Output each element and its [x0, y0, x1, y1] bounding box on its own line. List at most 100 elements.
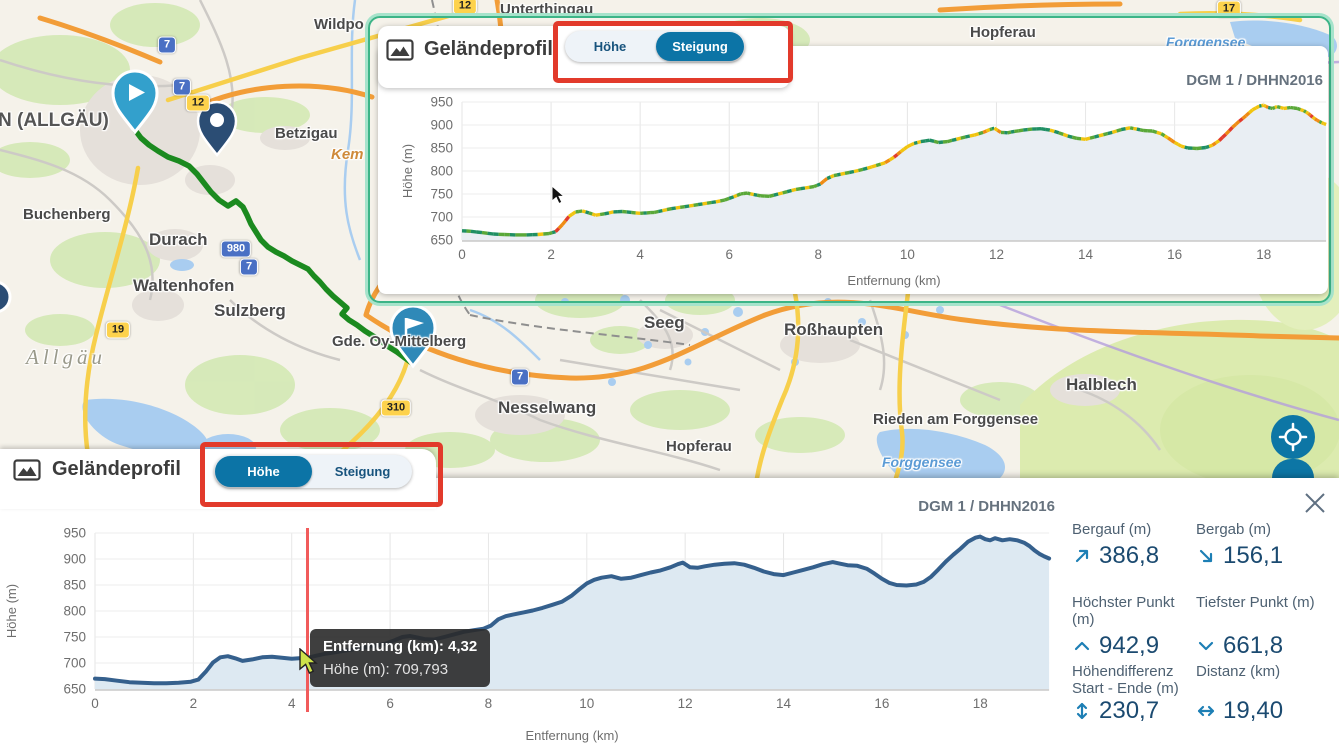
svg-text:950: 950: [63, 526, 86, 541]
road-shield-a7: 7: [239, 258, 259, 276]
map-label-waltenhofen: Waltenhofen: [133, 276, 235, 295]
road-shield-b12: 12: [452, 0, 478, 15]
bottom-view-toggle: Höhe Steigung: [214, 455, 412, 488]
stat-label: Höhendifferenz Start - Ende (m): [1072, 663, 1179, 697]
svg-text:14: 14: [1078, 247, 1094, 262]
geolocate-button[interactable]: [1271, 415, 1315, 459]
svg-text:700: 700: [430, 210, 453, 225]
route-start-marker[interactable]: [111, 69, 159, 135]
map-label-kempten: N (ALLGÄU): [0, 110, 109, 131]
svg-text:12: 12: [989, 247, 1004, 262]
svg-text:4: 4: [636, 247, 644, 262]
map-label-halblech: Halblech: [1066, 375, 1137, 394]
elevation-profile-chart[interactable]: 0 2 4 6 8 10 12 14 16 18 650 700 750 800 850 900 950 Entf…: [0, 515, 1070, 750]
map-label-buchenberg: Buchenberg: [23, 206, 111, 223]
stat-bergab: Bergab (m) 156,1: [1196, 521, 1316, 570]
svg-text:8: 8: [485, 696, 493, 711]
svg-text:16: 16: [1167, 247, 1182, 262]
svg-text:Entfernung (km): Entfernung (km): [847, 273, 940, 288]
map-label-hopferau: Hopferau: [666, 438, 732, 455]
svg-text:6: 6: [386, 696, 394, 711]
waypoint-marker[interactable]: [196, 100, 238, 158]
arrow-up-right-icon: [1075, 549, 1089, 563]
svg-text:0: 0: [91, 696, 99, 711]
stat-bergauf: Bergauf (m) 386,8: [1072, 521, 1192, 570]
top-panel-title: Geländeprofil: [424, 38, 553, 60]
svg-text:14: 14: [776, 696, 792, 711]
svg-text:650: 650: [63, 682, 86, 697]
map-marker-partial[interactable]: [0, 281, 12, 313]
stat-label: Tiefster Punkt (m): [1196, 594, 1315, 611]
road-shield-b12: 12: [185, 94, 211, 112]
chevron-down-icon: [1198, 641, 1214, 651]
svg-text:18: 18: [1256, 247, 1271, 262]
svg-text:8: 8: [815, 247, 823, 262]
svg-text:18: 18: [973, 696, 988, 711]
stat-value: 942,9: [1099, 632, 1160, 659]
stat-label: Distanz (km): [1196, 663, 1281, 680]
map-label-sulzberg: Sulzberg: [214, 301, 286, 320]
arrow-left-right-icon: [1197, 705, 1215, 717]
map-label-allgaeu: Allgäu: [26, 345, 106, 369]
close-button[interactable]: [1298, 486, 1332, 520]
map-label-seeg: Seeg: [644, 313, 685, 332]
geolocate-icon: [1278, 422, 1308, 452]
map-label-oy-mittelberg: Gde. Oy-Mittelberg: [332, 333, 467, 350]
top-toggle-hoehe[interactable]: Höhe: [593, 39, 627, 54]
svg-text:800: 800: [63, 604, 86, 619]
road-shield-a7: 7: [157, 36, 177, 54]
svg-text:4: 4: [288, 696, 296, 711]
map-label-unterthingau: Unterthingau: [500, 1, 594, 18]
map-label-forggensee: Forggensee: [882, 454, 962, 470]
svg-text:10: 10: [900, 247, 915, 262]
bottom-toggle-hoehe[interactable]: Höhe: [215, 456, 312, 487]
stat-distanz: Distanz (km) 19,40: [1196, 663, 1316, 725]
svg-text:0: 0: [458, 247, 466, 262]
chart-tooltip: Entfernung (km): 4,32 Höhe (m): 709,793: [310, 629, 491, 687]
svg-text:Entfernung (km): Entfernung (km): [525, 728, 618, 743]
stat-value: 661,8: [1223, 632, 1284, 659]
slope-profile-chart[interactable]: 0 2 4 6 8 10 12 14 16 18 650 700 750 800 850 900 950 Entf…: [368, 88, 1332, 298]
stat-value: 230,7: [1099, 697, 1160, 724]
svg-text:750: 750: [430, 187, 453, 202]
svg-text:2: 2: [190, 696, 198, 711]
top-view-toggle: Höhe Steigung: [565, 31, 745, 62]
play-icon: [129, 84, 145, 101]
map-label-wildpoldsried: Wildpo: [314, 16, 364, 33]
profile-chart-icon: [13, 459, 41, 481]
arrow-down-right-icon: [1199, 549, 1213, 563]
map-label-kempter-wald: Kem: [331, 146, 364, 163]
map-label-rosshaupten: Roßhaupten: [784, 320, 884, 339]
route-line[interactable]: [132, 127, 415, 366]
arrow-up-down-icon: [1076, 702, 1088, 720]
svg-text:700: 700: [63, 656, 86, 671]
map-button-partial[interactable]: [1272, 459, 1314, 478]
route-end-flag-marker[interactable]: [389, 304, 437, 369]
stat-tiefster-punkt: Tiefster Punkt (m) 661,8: [1196, 594, 1316, 660]
road-shield-b19: 19: [105, 321, 131, 339]
svg-text:850: 850: [63, 578, 86, 593]
svg-text:850: 850: [430, 141, 453, 156]
map-label-hopferau-nord: Hopferau: [970, 24, 1036, 41]
tooltip-distance: Entfernung (km): 4,32: [323, 638, 478, 655]
svg-text:800: 800: [430, 164, 453, 179]
profile-chart-icon: [386, 39, 414, 61]
svg-text:10: 10: [579, 696, 594, 711]
flag-icon: [404, 318, 424, 341]
svg-text:750: 750: [63, 630, 86, 645]
tooltip-elevation: Höhe (m): 709,793: [323, 661, 449, 678]
svg-text:2: 2: [547, 247, 555, 262]
bottom-panel-title: Geländeprofil: [52, 458, 181, 480]
svg-text:6: 6: [725, 247, 733, 262]
stat-label: Bergab (m): [1196, 521, 1272, 538]
stat-value: 19,40: [1223, 697, 1284, 724]
bottom-toggle-steigung[interactable]: Steigung: [334, 464, 391, 479]
road-shield-a7: 7: [172, 78, 192, 96]
stat-value: 386,8: [1099, 542, 1160, 569]
stat-label: Höchster Punkt (m): [1072, 594, 1175, 628]
map-label-durach: Durach: [149, 230, 208, 249]
top-toggle-steigung[interactable]: Steigung: [656, 32, 744, 61]
svg-text:12: 12: [678, 696, 693, 711]
chart-cursor-line: [306, 528, 309, 712]
map-decor-minor-roads: [0, 0, 1162, 472]
